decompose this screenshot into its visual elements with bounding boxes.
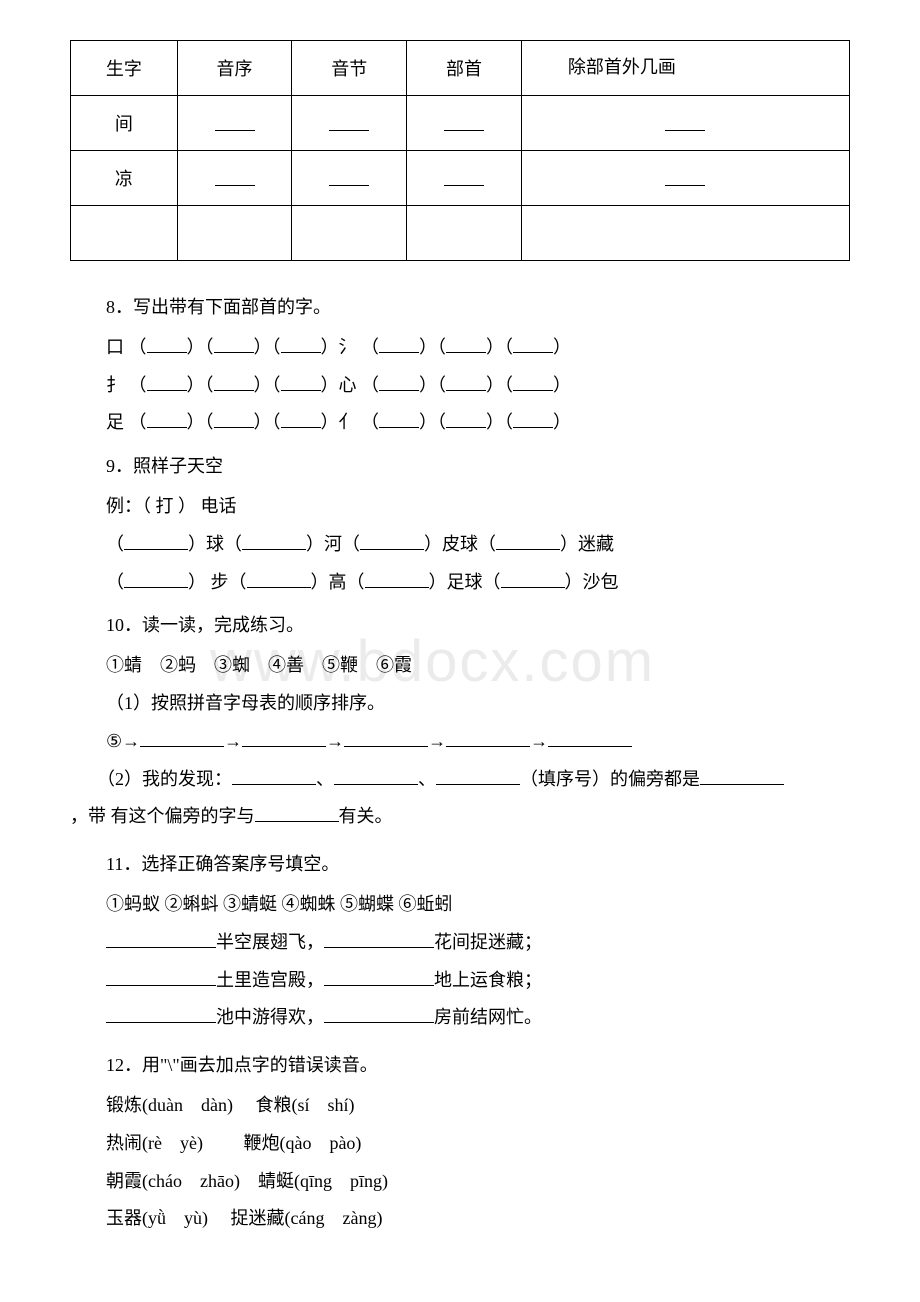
cell-blank [292,206,407,261]
cell-blank [292,96,407,151]
word: 沙包 [583,572,619,592]
q12-line: 玉器(yǜ yù) 捉迷藏(cáng zàng) [70,1200,850,1238]
text: （填序号）的偏旁都是 [520,769,700,789]
q11-title: 11．选择正确答案序号填空。 [70,846,850,884]
word: 高 [329,572,347,592]
cell-blank [292,151,407,206]
q12-line: 锻炼(duàn dàn) 食粮(sí shí) [70,1087,850,1125]
q11-options: ①蚂蚁 ②蝌蚪 ③蜻蜓 ④蜘蛛 ⑤蝴蝶 ⑥蚯蚓 [70,886,850,924]
cell-blank [407,206,522,261]
th-yinjie: 音节 [292,41,407,96]
cell-char [71,206,178,261]
word: 球 [206,534,224,554]
q11-line: 池中游得欢， 房前结网忙。 [70,999,850,1037]
q11-line: 半空展翅飞， 花间捉迷藏； [70,924,850,962]
cell-blank [177,96,292,151]
q9-example: 例：（ 打 ） 电话 [70,488,850,526]
phrase: 地上运食粮； [434,970,542,990]
text: ，带 有这个偏旁的字与 [70,806,255,826]
radical: 足 [106,412,124,432]
word: 河 [324,534,342,554]
q10-sub1: （1）按照拼音字母表的顺序排序。 [70,685,850,723]
q12-title: 12．用"\"画去加点字的错误读音。 [70,1047,850,1085]
q10-items: ①蜻 ②蚂 ③蜘 ④善 ⑤鞭 ⑥霞 [70,647,850,685]
q12-line: 朝霞(cháo zhāo) 蜻蜓(qīng pīng) [70,1163,850,1201]
phrase: 房前结网忙。 [434,1007,542,1027]
table-row: 凉 [71,151,850,206]
table-row [71,206,850,261]
th-char: 生字 [71,41,178,96]
q10-title: 10．读一读，完成练习。 [70,607,850,645]
th-yinxu: 音序 [177,41,292,96]
th-strokes: 除部首外几画 [521,41,849,96]
phrase: 半空展翅飞， [216,932,324,952]
word: 皮球 [442,534,478,554]
q9-line: （）球（）河（）皮球（）迷藏 [70,526,850,564]
word: 迷藏 [578,534,614,554]
phrase: 花间捉迷藏； [434,932,542,952]
start-num: ⑤→ [106,731,140,751]
phrase: 土里造宫殿， [216,970,324,990]
q9-line: （） 步（）高（）足球（）沙包 [70,564,850,602]
radical: 亻 [339,412,357,432]
q8-line: 扌 （）（）（）心 （）（）（） [70,367,850,405]
word: 足球 [447,572,483,592]
radical: 心 [339,375,357,395]
q10-sub2: （2）我的发现：、、（填序号）的偏旁都是，带 有这个偏旁的字与有关。 [70,761,850,837]
cell-blank [521,206,849,261]
text: （2）我的发现： [106,769,232,789]
q8-line: 口 （）（）（）氵 （）（）（） [70,329,850,367]
radical: 氵 [339,337,357,357]
cell-blank [407,96,522,151]
radical: 口 [106,337,124,357]
cell-blank [521,151,849,206]
cell-char: 凉 [71,151,178,206]
q10-order-line: ⑤→→→→→ [70,723,850,761]
text: 有关。 [339,806,393,826]
q8-title: 8．写出带有下面部首的字。 [70,289,850,327]
th-bushou: 部首 [407,41,522,96]
q12-line: 热闹(rè yè) 鞭炮(qào pào) [70,1125,850,1163]
dictionary-table: 生字 音序 音节 部首 除部首外几画 间 凉 [70,40,850,261]
phrase: 池中游得欢， [216,1007,324,1027]
table-row: 间 [71,96,850,151]
cell-blank [177,206,292,261]
cell-blank [177,151,292,206]
q9-title: 9．照样子天空 [70,448,850,486]
cell-blank [407,151,522,206]
cell-blank [521,96,849,151]
word: 步 [211,572,229,592]
q11-line: 土里造宫殿， 地上运食粮； [70,962,850,1000]
q8-line: 足 （）（）（）亻 （）（）（） [70,404,850,442]
cell-char: 间 [71,96,178,151]
radical: 扌 [106,375,124,395]
